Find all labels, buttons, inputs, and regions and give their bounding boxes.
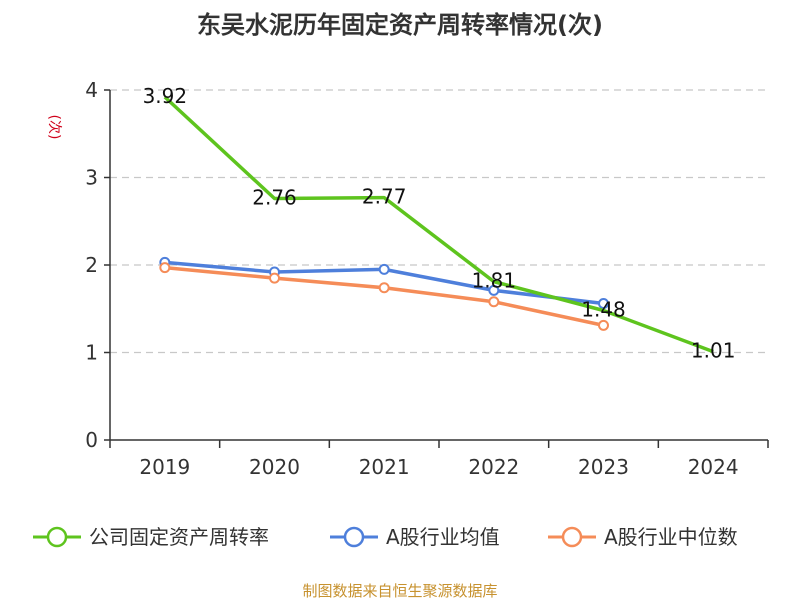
data-point	[378, 282, 390, 294]
y-tick-label: 1	[85, 341, 98, 365]
series-2	[159, 262, 609, 331]
x-tick-label: 2019	[139, 455, 190, 479]
x-tick-label: 2021	[359, 455, 410, 479]
y-axis-label: (次)	[46, 115, 62, 140]
data-label: 2.76	[252, 186, 297, 210]
data-point	[269, 272, 280, 284]
y-tick-label: 3	[85, 166, 98, 190]
axes: 0 1 2 3 4 2019 2020 2021 2022 2023 2024	[85, 78, 769, 479]
data-labels: 3.92 2.76 2.77 1.81 1.48 1.01	[143, 84, 736, 363]
legend-marker	[343, 526, 365, 548]
data-point	[598, 319, 609, 331]
data-point	[159, 262, 171, 274]
x-tick-label: 2020	[249, 455, 300, 479]
legend: 公司固定资产周转率 A股行业均值 A股行业中位数	[33, 525, 738, 549]
chart-title: 东吴水泥历年固定资产周转率情况(次)	[197, 11, 603, 39]
y-tick-label: 2	[85, 253, 98, 277]
data-point	[488, 296, 500, 308]
gridlines	[110, 89, 768, 354]
series-line	[163, 95, 714, 354]
x-tick-label: 2024	[688, 455, 739, 479]
x-tick-label: 2023	[578, 455, 629, 479]
series-lines	[159, 95, 714, 354]
data-label: 1.01	[691, 339, 736, 363]
data-label: 3.92	[143, 84, 188, 108]
legend-label: A股行业均值	[386, 525, 500, 549]
data-point	[378, 263, 390, 275]
legend-label: A股行业中位数	[604, 525, 738, 549]
data-point	[598, 298, 609, 309]
legend-marker	[46, 526, 68, 548]
source-note: 制图数据来自恒生聚源数据库	[302, 582, 497, 600]
y-tick-label: 0	[85, 428, 98, 452]
data-label: 2.77	[362, 185, 407, 209]
legend-item[interactable]: A股行业中位数	[548, 525, 738, 549]
legend-item[interactable]: 公司固定资产周转率	[33, 525, 269, 549]
legend-item[interactable]: A股行业均值	[330, 525, 500, 549]
legend-label: 公司固定资产周转率	[89, 525, 269, 549]
data-label: 1.48	[581, 298, 626, 322]
data-label: 1.81	[472, 269, 517, 293]
y-tick-label: 4	[85, 78, 98, 102]
x-tick-label: 2022	[468, 455, 519, 479]
data-point	[488, 284, 500, 296]
series-0	[163, 95, 714, 354]
legend-marker	[561, 526, 583, 548]
